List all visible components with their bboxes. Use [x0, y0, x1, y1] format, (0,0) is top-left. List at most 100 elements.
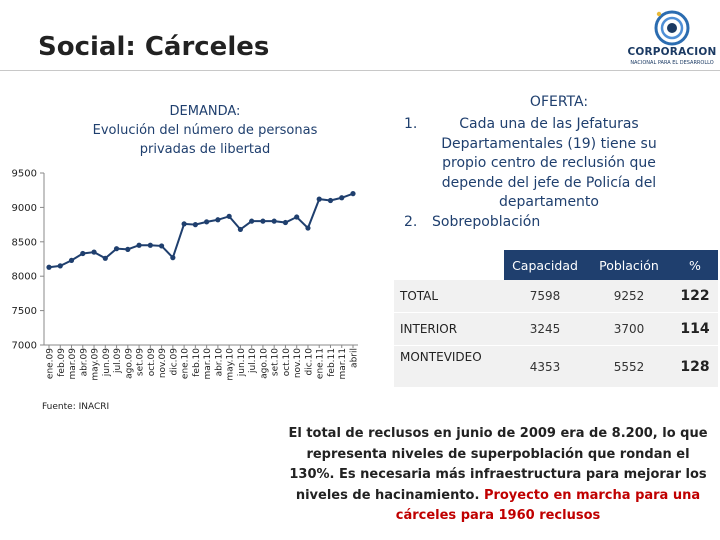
y-tick-label: 7500 — [12, 306, 37, 317]
x-tick-label: set.10 — [271, 348, 281, 376]
row-poblacion: 5552 — [586, 345, 672, 388]
x-tick-label: abr.10 — [214, 348, 224, 377]
data-point — [46, 264, 52, 270]
data-point — [91, 249, 97, 255]
x-tick-label: mar.10 — [203, 348, 213, 380]
oferta-item-number: 1. — [404, 116, 418, 132]
oferta-item-text: Sobrepoblación — [432, 213, 541, 230]
x-tick-label: ago.09 — [124, 348, 134, 379]
x-tick-label: abril — [350, 348, 360, 368]
x-tick-label: ene.10 — [181, 348, 191, 379]
data-point — [215, 217, 221, 223]
data-point — [226, 213, 232, 219]
row-label: INTERIOR — [394, 312, 504, 346]
conclusion-highlight: Proyecto en marcha para una cárceles par… — [395, 487, 701, 524]
x-tick-label: jun.09 — [102, 348, 112, 377]
x-tick-label: feb.11 — [327, 348, 337, 377]
row-pct: 128 — [672, 345, 718, 388]
oferta-list: 1. Cada una de las Jefaturas Departament… — [404, 115, 666, 232]
x-tick-label: nov.09 — [158, 348, 168, 378]
x-tick-label: feb.10 — [192, 348, 202, 377]
row-capacidad: 4353 — [504, 345, 586, 388]
y-tick-label: 7000 — [12, 341, 37, 352]
chart-title-line-3: privadas de libertad — [139, 142, 271, 157]
conclusion-text: El total de reclusos en junio de 2009 er… — [282, 424, 714, 527]
chart-source: Fuente: INACRI — [42, 402, 110, 412]
x-tick-label: nov.10 — [293, 348, 303, 378]
data-point — [282, 219, 289, 226]
data-point — [237, 226, 244, 233]
table-header-pct: % — [672, 250, 718, 280]
oferta-title: OFERTA: — [529, 94, 589, 110]
row-poblacion: 3700 — [586, 312, 672, 346]
data-point — [260, 218, 266, 224]
data-point — [136, 242, 142, 248]
capacity-table: Capacidad Población % TOTAL 7598 9252 12… — [394, 250, 718, 388]
y-tick-label: 9000 — [12, 203, 37, 214]
y-tick-label: 8000 — [12, 272, 37, 283]
logo-name: CORPORACION — [627, 46, 717, 58]
row-capacidad: 3245 — [504, 312, 586, 346]
series-line — [48, 192, 354, 269]
x-tick-label: may.10 — [226, 348, 236, 381]
x-tick-label: jul.10 — [248, 348, 258, 374]
data-point — [327, 197, 334, 204]
oferta-item: 2. Sobrepoblación — [404, 213, 666, 233]
x-tick-label: jun.10 — [237, 348, 247, 377]
data-point — [158, 243, 165, 249]
chart-title-line-1: DEMANDA: — [169, 104, 241, 119]
oferta-item: 1. Cada una de las Jefaturas Departament… — [404, 115, 666, 213]
row-poblacion: 9252 — [586, 280, 672, 313]
data-point — [113, 246, 120, 252]
data-point — [192, 222, 198, 228]
row-label: MONTEVIDEO — [394, 345, 504, 388]
data-point — [350, 191, 356, 197]
x-tick-label: set.09 — [136, 348, 146, 376]
chart-title-line-2: Evolución del número de personas — [92, 123, 318, 138]
data-point — [125, 246, 131, 252]
data-point — [80, 250, 86, 257]
x-tick-label: ene.11 — [316, 348, 326, 379]
x-tick-label: ene.09 — [46, 348, 56, 379]
data-point — [181, 221, 187, 227]
data-point — [57, 263, 63, 269]
oferta-item-text: Cada una de las Jefaturas Departamentale… — [441, 116, 657, 210]
corporacion-logo: CORPORACION NACIONAL PARA EL DESARROLLO — [626, 10, 718, 70]
data-point — [68, 257, 75, 263]
slide-title: Social: Cárceles — [38, 32, 270, 62]
table-row: TOTAL 7598 9252 122 — [394, 280, 718, 313]
title-divider — [0, 70, 720, 71]
table-header-poblacion: Población — [586, 250, 672, 280]
x-tick-label: dic.09 — [169, 348, 179, 376]
x-tick-label: oct.09 — [147, 348, 157, 377]
x-tick-label: may.09 — [91, 348, 101, 381]
x-tick-label: oct.10 — [282, 348, 292, 377]
table-header-capacidad: Capacidad — [504, 250, 586, 280]
x-tick-label: feb.09 — [57, 348, 67, 377]
x-tick-label: abr.09 — [79, 348, 89, 377]
data-point — [102, 255, 108, 261]
data-point — [316, 196, 322, 202]
data-point — [249, 218, 255, 224]
data-point — [339, 195, 345, 201]
x-tick-label: ago.10 — [259, 348, 269, 379]
table-row: INTERIOR 3245 3700 114 — [394, 312, 718, 346]
x-tick-label: jul.09 — [113, 348, 123, 374]
corporacion-logo-icon — [654, 10, 690, 46]
row-label: TOTAL — [394, 280, 504, 313]
data-point — [147, 242, 153, 248]
x-tick-label: dic.10 — [304, 348, 314, 376]
x-tick-label: mar.09 — [68, 348, 78, 380]
table-header-blank — [394, 250, 504, 280]
table-row: MONTEVIDEO 4353 5552 128 — [394, 345, 718, 388]
data-point — [204, 219, 210, 225]
y-tick-label: 8500 — [12, 237, 37, 248]
oferta-item-number: 2. — [404, 213, 418, 230]
y-tick-label: 9500 — [12, 169, 37, 180]
table-header-row: Capacidad Población % — [394, 250, 718, 280]
row-pct: 122 — [672, 280, 718, 313]
data-point — [170, 255, 176, 261]
data-point — [294, 214, 300, 220]
x-tick-label: mar.11 — [338, 348, 348, 379]
